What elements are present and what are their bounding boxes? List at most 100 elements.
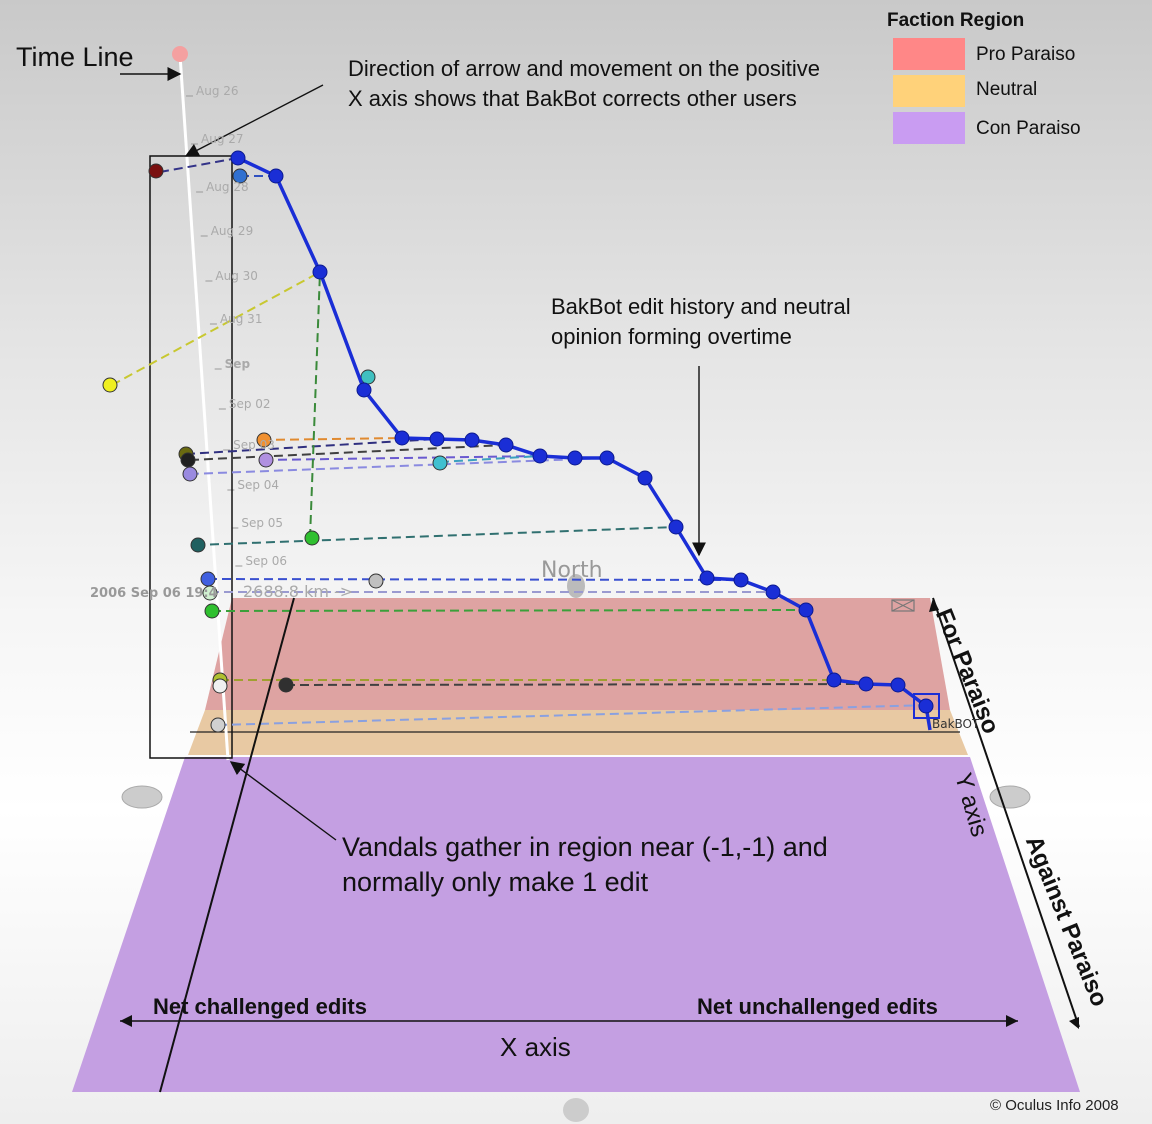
timeline-date: Aug 30 bbox=[215, 269, 258, 283]
edit-link bbox=[439, 455, 541, 463]
time-line-top-marker bbox=[172, 46, 188, 62]
annotation-vandals: Vandals gather in region near (-1,-1) an… bbox=[342, 832, 828, 897]
bakbot-current-box bbox=[913, 693, 940, 719]
legend-swatch-neutral bbox=[893, 75, 965, 107]
bakbot-edit-dot bbox=[230, 150, 246, 166]
timeline-date: Aug 27 bbox=[201, 132, 244, 146]
bakbot-edit-dot bbox=[637, 470, 653, 486]
pointer-vandals bbox=[229, 761, 337, 841]
y-axis-bottom-arrowhead bbox=[1069, 1017, 1079, 1029]
edit-link bbox=[285, 683, 867, 686]
bakbot-edit-dot bbox=[699, 570, 715, 586]
edit-link bbox=[195, 526, 677, 546]
peg-bottom bbox=[563, 1098, 589, 1122]
user-edit-dot bbox=[204, 603, 220, 619]
con-paraiso-region bbox=[72, 757, 1080, 1092]
legend-label-con: Con Paraiso bbox=[976, 118, 1081, 139]
edit-link bbox=[263, 455, 541, 461]
peg-right bbox=[989, 785, 1031, 809]
bakbot-edit-dot bbox=[464, 432, 480, 448]
user-edit-dot bbox=[102, 377, 118, 393]
edit-link bbox=[207, 578, 742, 581]
timeline-date: Sep 02 bbox=[228, 397, 271, 411]
user-edit-dot bbox=[212, 678, 228, 694]
timeline-date: Sep 06 bbox=[245, 554, 288, 568]
edit-link bbox=[111, 271, 321, 386]
bakbot-edit-dot bbox=[567, 450, 583, 466]
legend-swatch-con bbox=[893, 112, 965, 144]
bakbot-edit-dot bbox=[312, 264, 328, 280]
bakbot-edit-dot bbox=[765, 584, 781, 600]
bakbot-edit-dot bbox=[532, 448, 548, 464]
corner-marker-icon bbox=[891, 599, 915, 612]
user-edit-dot bbox=[190, 537, 206, 553]
timeline-date: Aug 31 bbox=[219, 312, 263, 326]
copyright: © Oculus Info 2008 bbox=[990, 1097, 1119, 1114]
legend-title: Faction Region bbox=[887, 10, 1025, 31]
bakbot-edit-dot bbox=[599, 450, 615, 466]
user-edit-dot bbox=[202, 585, 218, 601]
timeline-date: Sep 03 bbox=[233, 438, 275, 452]
bakbot-edit-dot bbox=[429, 431, 445, 447]
user-edit-dot bbox=[432, 455, 448, 471]
user-edit-dot bbox=[368, 573, 384, 589]
distance-label: 2688.8 km -> bbox=[243, 582, 354, 601]
annotation-bakbot-history: BakBot edit history and neutral opinion … bbox=[551, 294, 851, 349]
user-edit-dot bbox=[256, 432, 272, 448]
bakbot-edit-dot bbox=[890, 677, 906, 693]
timeline-date: Sep bbox=[224, 357, 251, 371]
net-challenged-label: Net challenged edits bbox=[153, 994, 367, 1019]
annotation-arrow-direction: Direction of arrow and movement on the p… bbox=[348, 56, 821, 111]
bakbot-edit-dot bbox=[394, 430, 410, 446]
timeline-date: Sep 05 bbox=[241, 516, 284, 530]
user-edit-dot bbox=[182, 466, 198, 482]
x-axis-label: X axis bbox=[500, 1032, 571, 1062]
bakbot-edit-dot bbox=[668, 519, 684, 535]
ground-ray bbox=[159, 597, 295, 1093]
user-edit-dot bbox=[210, 717, 226, 733]
user-edit-dot bbox=[200, 571, 216, 587]
timestamp-label: 2006 Sep 06 19:4 bbox=[90, 586, 218, 601]
bakbot-edit-dot bbox=[498, 437, 514, 453]
bakbot-edit-dot bbox=[918, 698, 934, 714]
net-unchallenged-label: Net unchallenged edits bbox=[697, 994, 938, 1019]
y-axis-top-arrowhead bbox=[929, 598, 939, 612]
x-axis-left-arrowhead bbox=[120, 1015, 132, 1027]
pointer-arrow-direction bbox=[184, 84, 324, 157]
bakbot-edit-dot bbox=[858, 676, 874, 692]
bakbot-edit-path bbox=[237, 156, 932, 731]
timeline-date: Aug 29 bbox=[210, 224, 254, 238]
timeline-date: Aug 28 bbox=[206, 180, 249, 194]
edit-link bbox=[217, 704, 931, 726]
edit-link bbox=[159, 157, 239, 173]
bakbot-tag: BakBOT bbox=[932, 717, 980, 731]
user-edit-dot bbox=[148, 163, 164, 179]
bakbot-edit-dot bbox=[826, 672, 842, 688]
time-line-axis bbox=[178, 54, 230, 761]
bakbot-edit-dot bbox=[268, 168, 284, 184]
user-edit-dot bbox=[180, 452, 196, 468]
user-edit-dot bbox=[304, 530, 320, 546]
legend-label-neutral: Neutral bbox=[976, 79, 1038, 100]
user-edit-dot bbox=[278, 677, 294, 693]
legend-label-pro: Pro Paraiso bbox=[976, 44, 1076, 65]
bakbot-edit-dot bbox=[733, 572, 749, 588]
user-edit-dot bbox=[258, 452, 274, 468]
edit-link bbox=[189, 444, 507, 461]
peg-left bbox=[121, 785, 163, 809]
x-axis-right-arrowhead bbox=[1006, 1015, 1018, 1027]
user-edit-dot bbox=[360, 369, 376, 385]
north-label: North bbox=[541, 558, 603, 583]
legend-swatch-pro bbox=[893, 38, 965, 70]
edit-link bbox=[261, 437, 403, 441]
timeline-date: Sep 04 bbox=[237, 478, 280, 492]
edit-link bbox=[211, 609, 807, 612]
timeline-date: Aug 26 bbox=[196, 84, 239, 98]
bakbot-edit-dot bbox=[798, 602, 814, 618]
time-line-label: Time Line bbox=[16, 42, 134, 72]
user-edit-dot bbox=[232, 168, 248, 184]
y-axis-arrow bbox=[932, 597, 1080, 1028]
edit-link bbox=[309, 271, 321, 539]
